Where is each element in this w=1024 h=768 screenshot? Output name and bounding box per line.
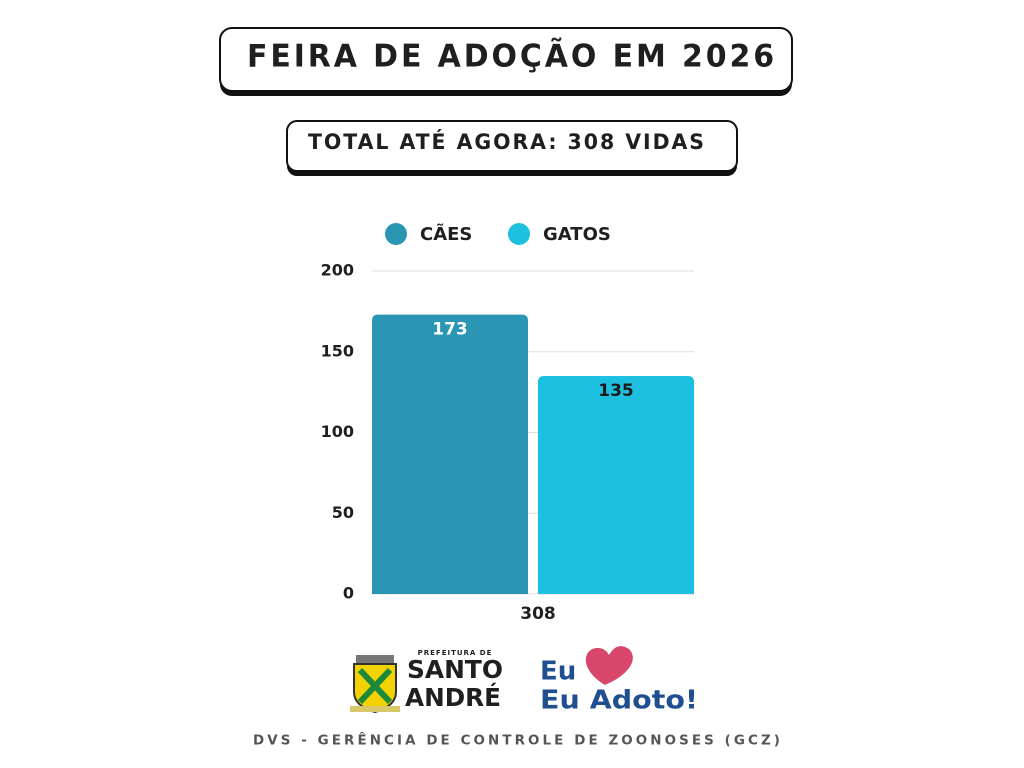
legend-swatch xyxy=(508,223,530,245)
city-logo: PREFEITURA DE SANTO ANDRÉ xyxy=(350,649,503,714)
footer: DVS - GERÊNCIA DE CONTROLE DE ZOONOSES (… xyxy=(253,733,783,749)
data-label: 135 xyxy=(598,381,634,401)
city-prefix: PREFEITURA DE xyxy=(418,649,493,657)
y-tick-label: 200 xyxy=(321,261,354,280)
crown xyxy=(356,655,394,663)
subtitle-box xyxy=(286,120,738,172)
data-label: 173 xyxy=(432,320,468,340)
legend-swatch xyxy=(385,223,407,245)
shield-cross xyxy=(357,667,393,705)
chart-title: FEIRA DE ADOÇÃO EM 2026 xyxy=(247,38,777,75)
y-tick-label: 50 xyxy=(332,503,354,522)
y-tick-label: 150 xyxy=(321,341,354,360)
chart-subtitle: TOTAL ATÉ AGORA: 308 VIDAS xyxy=(308,129,706,154)
legend-label: CÃES xyxy=(420,222,472,245)
heart xyxy=(585,646,633,685)
x-tick-label: 308 xyxy=(520,604,556,624)
campaign-logo: Eu Eu Adoto! xyxy=(540,646,698,716)
ribbon xyxy=(350,706,400,712)
title-box xyxy=(219,27,793,92)
bar xyxy=(372,314,528,594)
legend-label: GATOS xyxy=(543,224,611,245)
plot: 0 50 100 150 200 CÃES GATOS 308 173 135 xyxy=(321,222,694,624)
city-name-2: ANDRÉ xyxy=(405,683,501,712)
y-tick-label: 100 xyxy=(321,422,354,441)
campaign-line-1: Eu xyxy=(540,657,576,687)
campaign-line-2: Eu Adoto! xyxy=(540,686,698,716)
city-name-1: SANTO xyxy=(407,655,503,684)
y-tick-label: 0 xyxy=(343,584,354,603)
bar xyxy=(538,375,694,594)
